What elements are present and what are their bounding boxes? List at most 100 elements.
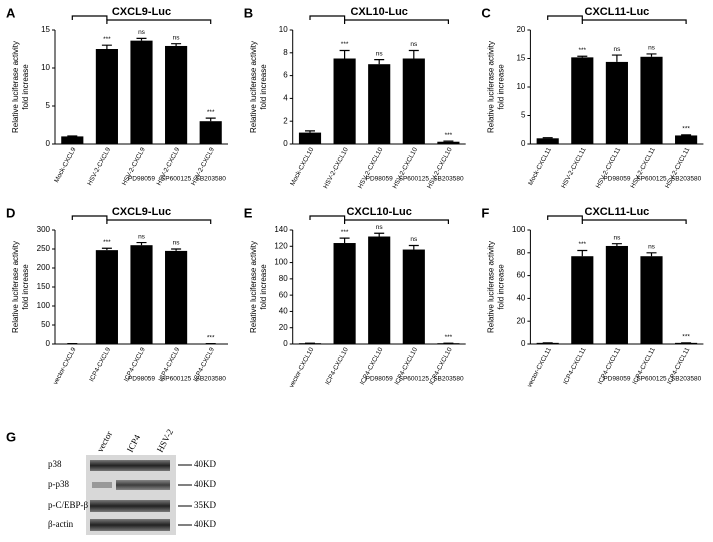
- y-tick-label: 40: [516, 294, 525, 303]
- chart-title: CXCL9-Luc: [112, 6, 171, 18]
- bar: [61, 136, 83, 144]
- y-tick-label: 0: [521, 139, 526, 148]
- error-bar: [305, 131, 315, 133]
- inhibitor-label: SP600125: [161, 376, 192, 383]
- bracket: [310, 216, 345, 220]
- inhibitor-label: SP600125: [399, 176, 430, 183]
- x-tick-label: ICP4-CXCL11: [562, 346, 587, 386]
- error-bar: [137, 243, 147, 246]
- error-bar: [102, 248, 112, 250]
- y-tick-label: 0: [521, 339, 526, 348]
- significance-label: ns: [648, 244, 656, 251]
- inhibitor-label: SP600125: [636, 176, 667, 183]
- significance-label: ns: [138, 233, 146, 240]
- error-bar: [340, 51, 350, 59]
- error-bar: [102, 45, 112, 49]
- error-bar: [647, 54, 657, 57]
- bar: [130, 41, 152, 144]
- bar: [606, 62, 628, 144]
- inhibitor-label: PD98059: [366, 176, 393, 183]
- bar: [96, 250, 118, 344]
- error-bar: [409, 245, 419, 249]
- error-bar: [543, 138, 553, 139]
- inhibitor-label: SB203580: [196, 176, 227, 183]
- y-tick-label: 6: [283, 71, 288, 80]
- error-bar: [374, 60, 384, 65]
- bar: [165, 46, 187, 144]
- y-tick-label: 15: [41, 25, 50, 34]
- x-tick-label: HSV-2-CXCL10: [322, 146, 350, 190]
- error-bar: [612, 55, 622, 62]
- bar: [334, 243, 356, 344]
- x-tick-label: Mock-CXCL10: [289, 146, 315, 187]
- band: [90, 500, 170, 512]
- error-bar: [409, 51, 419, 59]
- inhibitor-label: SP600125: [636, 376, 667, 383]
- x-tick-label: Mock-CXCL9: [53, 146, 78, 184]
- y-tick-label: 100: [274, 258, 288, 267]
- y-axis-label: Relative luciferase activity: [11, 41, 20, 133]
- y-tick-label: 5: [46, 101, 51, 110]
- y-axis-label: Relative luciferase activity: [11, 241, 20, 333]
- row-label: p-p38: [48, 479, 69, 489]
- error-bar: [171, 44, 181, 46]
- size-label: 40KD: [194, 459, 216, 469]
- bracket: [107, 20, 211, 24]
- band: [90, 460, 170, 471]
- inhibitor-label: SB203580: [196, 376, 227, 383]
- y-tick-label: 40: [279, 307, 288, 316]
- size-label: 35KD: [194, 500, 216, 510]
- y-tick-label: 10: [516, 82, 525, 91]
- inhibitor-label: SB203580: [671, 176, 702, 183]
- y-axis-label: fold increase: [497, 264, 506, 310]
- y-tick-label: 100: [512, 225, 526, 234]
- error-bar: [577, 251, 587, 257]
- bar: [403, 250, 425, 344]
- bar: [165, 251, 187, 344]
- significance-label: ns: [376, 50, 384, 57]
- bar: [334, 59, 356, 145]
- x-tick-label: HSV-2-CXCL9: [86, 146, 112, 187]
- y-tick-label: 250: [37, 244, 51, 253]
- chart-title: CXCL11-Luc: [585, 6, 650, 18]
- significance-label: ns: [173, 34, 181, 41]
- bar: [403, 59, 425, 145]
- y-axis-label: fold increase: [259, 64, 268, 110]
- error-bar: [647, 253, 657, 256]
- significance-label: ns: [613, 46, 621, 53]
- error-bar: [681, 135, 691, 136]
- significance-label: ns: [138, 29, 146, 36]
- y-tick-label: 80: [279, 274, 288, 283]
- bracket: [72, 216, 107, 220]
- y-axis-label: Relative luciferase activity: [249, 41, 258, 133]
- size-label: 40KD: [194, 479, 216, 489]
- x-tick-label: HSV-2-CXCL11: [595, 146, 623, 189]
- lane-label: vector: [95, 429, 114, 454]
- y-axis-label: Relative luciferase activity: [249, 241, 258, 333]
- inhibitor-label: PD98059: [603, 376, 630, 383]
- significance-label: ***: [682, 126, 690, 133]
- panel-letter: G: [6, 429, 16, 444]
- western-blot: [86, 455, 176, 535]
- bracket: [548, 216, 583, 220]
- bracket: [345, 20, 449, 24]
- x-tick-label: ICP4-CXCL10: [324, 346, 350, 386]
- bracket: [582, 20, 686, 24]
- y-axis-label: Relative luciferase activity: [487, 41, 496, 133]
- chart-title: CXCL10-Luc: [346, 206, 411, 218]
- inhibitor-label: SB203580: [433, 376, 464, 383]
- bracket: [72, 16, 107, 20]
- error-bar: [577, 56, 587, 57]
- bar: [571, 256, 593, 344]
- panel-letter: B: [244, 5, 253, 20]
- bar: [96, 49, 118, 144]
- bar: [571, 57, 593, 144]
- bracket: [310, 16, 345, 20]
- significance-label: ***: [579, 241, 587, 248]
- significance-label: ***: [341, 41, 349, 48]
- y-tick-label: 5: [521, 111, 526, 120]
- panel-letter: A: [6, 5, 16, 20]
- bar: [368, 237, 390, 344]
- error-bar: [443, 141, 453, 142]
